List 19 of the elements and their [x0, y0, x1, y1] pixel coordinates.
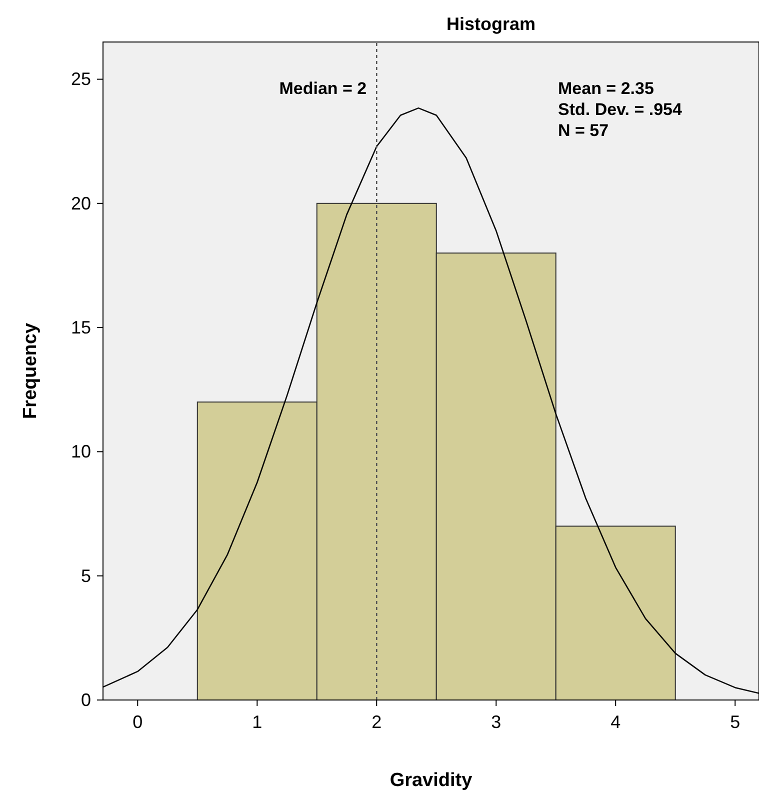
annotation: Mean = 2.35 — [558, 79, 654, 98]
y-tick-label: 5 — [80, 566, 91, 586]
y-tick-label: 25 — [70, 69, 91, 90]
annotation: Std. Dev. = .954 — [558, 100, 682, 119]
y-tick-label: 0 — [80, 690, 91, 710]
y-tick-label: 15 — [70, 318, 91, 338]
y-axis-title: Frequency — [20, 322, 41, 420]
x-tick-label: 5 — [730, 712, 740, 732]
x-tick-label: 3 — [491, 712, 502, 732]
x-tick-label: 2 — [372, 712, 382, 732]
y-tick-label: 10 — [70, 442, 91, 462]
annotation: N = 57 — [558, 121, 609, 140]
x-axis-title: Gravidity — [390, 770, 473, 791]
x-tick-label: 0 — [132, 712, 143, 732]
y-tick-label: 20 — [70, 193, 91, 214]
chart-title: Histogram — [446, 14, 536, 34]
x-tick-label: 4 — [610, 712, 621, 732]
x-tick-label: 1 — [252, 712, 262, 732]
ref-line-label: Median = 2 — [279, 79, 367, 98]
